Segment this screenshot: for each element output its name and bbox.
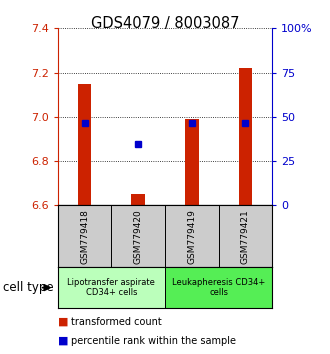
Bar (239, 68, 252, 205)
Bar (58, 205, 112, 267)
Text: GSM779421: GSM779421 (241, 209, 250, 264)
Text: GDS4079 / 8003087: GDS4079 / 8003087 (91, 16, 239, 31)
Text: ■: ■ (58, 317, 68, 327)
Bar (131, 194, 145, 205)
Bar (165, 205, 218, 267)
Text: Lipotransfer aspirate
CD34+ cells: Lipotransfer aspirate CD34+ cells (67, 278, 155, 297)
Text: transformed count: transformed count (71, 317, 162, 327)
Text: ■: ■ (58, 336, 68, 346)
Bar (112, 205, 165, 267)
Text: cell type: cell type (3, 281, 54, 294)
Bar (78, 84, 91, 205)
Bar (218, 205, 272, 267)
Text: GSM779418: GSM779418 (80, 209, 89, 264)
Text: Leukapheresis CD34+
cells: Leukapheresis CD34+ cells (172, 278, 265, 297)
Bar (58, 267, 165, 308)
Text: GSM779419: GSM779419 (187, 209, 196, 264)
Bar (185, 119, 199, 205)
Bar (165, 267, 272, 308)
Text: GSM779420: GSM779420 (134, 209, 143, 264)
Text: percentile rank within the sample: percentile rank within the sample (71, 336, 236, 346)
